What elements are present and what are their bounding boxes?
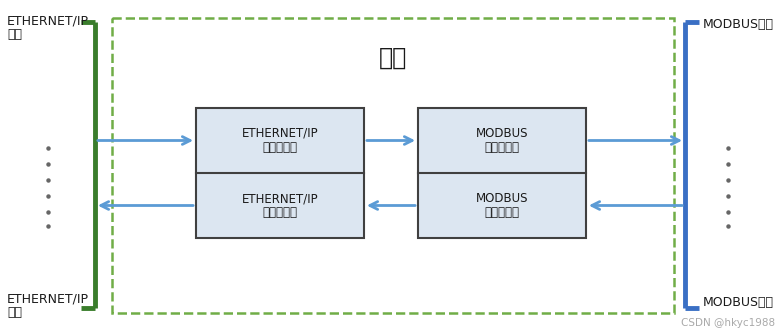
Text: MODBUS主站: MODBUS主站 — [703, 18, 774, 31]
Text: 网关: 网关 — [378, 46, 407, 70]
Bar — [112, 18, 674, 313]
Bar — [418, 108, 586, 238]
Text: 输出数据区: 输出数据区 — [485, 141, 519, 154]
Text: CSDN @hkyc1988: CSDN @hkyc1988 — [681, 318, 775, 328]
Text: ETHERNET/IP: ETHERNET/IP — [7, 292, 89, 305]
Text: 输入数据区: 输入数据区 — [485, 206, 519, 219]
Text: 从站: 从站 — [7, 306, 22, 319]
Text: ETHERNET/IP: ETHERNET/IP — [7, 14, 89, 27]
Bar — [196, 108, 364, 238]
Text: 输入数据区: 输入数据区 — [263, 206, 297, 219]
Text: MODBUS: MODBUS — [475, 127, 529, 140]
Text: 输出数据区: 输出数据区 — [263, 141, 297, 154]
Text: ETHERNET/IP: ETHERNET/IP — [242, 192, 318, 205]
Text: MODBUS从站: MODBUS从站 — [703, 296, 774, 309]
Text: MODBUS: MODBUS — [475, 192, 529, 205]
Text: 主站: 主站 — [7, 28, 22, 41]
Text: ETHERNET/IP: ETHERNET/IP — [242, 127, 318, 140]
